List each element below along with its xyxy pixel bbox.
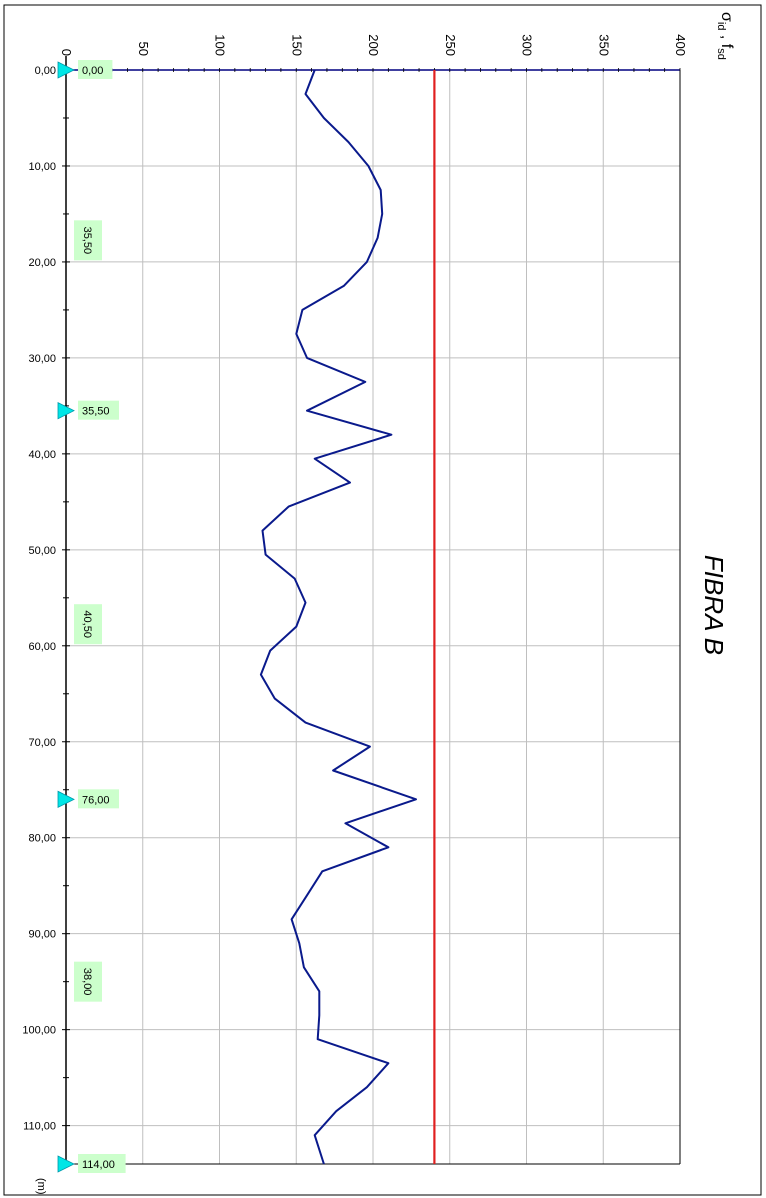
x-axis-label: (m) <box>35 1178 47 1195</box>
segment-marker-label: 114,00 <box>82 1159 115 1171</box>
segment-marker-label: 35,50 <box>82 406 110 418</box>
y-axis-label-sep: , f <box>718 30 735 48</box>
series-layer <box>259 69 436 1165</box>
chart-title: FIBRA B <box>699 555 729 655</box>
segment-length-box <box>74 220 102 261</box>
y-axis-label-main: σ <box>718 12 735 22</box>
value-tick-label: 50 <box>136 42 151 56</box>
segment-length-label: 35,50 <box>81 227 93 255</box>
segment-marker-label-box <box>78 60 113 79</box>
distance-tick-label: 100,00 <box>22 1025 56 1037</box>
segment-marker-icon <box>57 1155 75 1173</box>
value-tick-label: 350 <box>596 34 611 56</box>
segment-marker-icon <box>57 790 75 808</box>
segment-marker-label-box <box>78 1154 126 1173</box>
segment-length-label: 40,50 <box>81 610 93 638</box>
segment-length-box <box>74 961 102 1002</box>
value-tick-label: 150 <box>289 34 304 56</box>
series-line-1 <box>259 69 417 1165</box>
distance-tick-label: 60,00 <box>28 641 56 653</box>
distance-tick-label: 0,00 <box>35 65 56 77</box>
value-tick-label: 400 <box>673 34 688 56</box>
segment-marker-icon <box>57 402 75 420</box>
segment-marker-label: 0,00 <box>82 65 103 77</box>
segment-marker-label-box <box>78 789 119 809</box>
distance-tick-label: 40,00 <box>28 449 56 461</box>
distance-tick-label: 20,00 <box>28 257 56 269</box>
chart-border <box>3 4 762 1196</box>
value-tick-label: 250 <box>443 34 458 56</box>
segment-length-label: 38,00 <box>81 968 93 996</box>
distance-tick-label: 80,00 <box>28 833 56 845</box>
value-tick-label: 100 <box>213 34 228 56</box>
value-tick-label: 200 <box>366 34 381 56</box>
segment-marker-label-box <box>78 400 119 420</box>
distance-tick-label: 30,00 <box>28 353 56 365</box>
segment-marker-label: 76,00 <box>82 794 110 806</box>
distance-tick-label: 90,00 <box>28 929 56 941</box>
axes: 0 50 100 150 200 250 300 350 400 0,00 10,00 20,00 30… <box>22 34 688 1165</box>
value-tick-label: 300 <box>520 34 535 56</box>
y-axis-label-sub2: sd <box>715 48 727 60</box>
distance-tick-label: 10,00 <box>28 161 56 173</box>
distance-tick-label: 70,00 <box>28 737 56 749</box>
distance-tick-label: 50,00 <box>28 545 56 557</box>
segment-length-box <box>74 604 102 645</box>
marks: 0,00 35,50 76,00 114,00 35,50 40,50 38,00 <box>57 60 126 1173</box>
grid <box>66 70 681 1164</box>
value-tick-label: 0 <box>59 49 74 56</box>
segment-marker-icon <box>57 61 75 79</box>
y-axis-label-sub1: id <box>715 22 727 31</box>
distance-tick-label: 110,00 <box>23 1121 56 1133</box>
y-axis-label: σid , fsd <box>715 12 735 60</box>
